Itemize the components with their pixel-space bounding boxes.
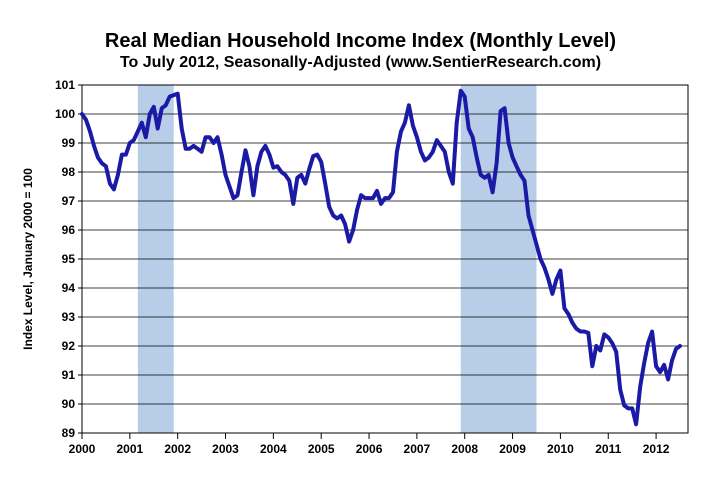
y-tick-label: 89 xyxy=(62,426,76,440)
y-tick-label: 100 xyxy=(55,107,75,121)
x-tick-label: 2006 xyxy=(356,442,383,456)
y-axis: 89 90 91 92 93 94 95 96 97 98 99 100 101 xyxy=(55,78,82,440)
y-tick-label: 96 xyxy=(62,223,76,237)
x-tick-label: 2011 xyxy=(595,442,621,456)
x-tick-label: 2007 xyxy=(404,442,431,456)
chart-title: Real Median Household Income Index (Mont… xyxy=(104,30,617,52)
x-tick-label: 2001 xyxy=(116,442,143,456)
x-axis: 2000 2001 2002 2003 2004 2005 2006 2007 2008 2009… xyxy=(69,433,670,456)
series-line xyxy=(80,88,682,427)
chart-subtitle: To July 2012, Seasonally-Adjusted (www.S… xyxy=(119,54,602,71)
y-tick-label: 94 xyxy=(62,281,76,295)
y-tick-label: 97 xyxy=(62,194,76,208)
x-tick-label: 2002 xyxy=(164,442,191,456)
x-tick-label: 2004 xyxy=(260,442,287,456)
x-tick-label: 2012 xyxy=(643,442,670,456)
y-axis-title: Index Level, January 2000 = 100 xyxy=(21,168,35,350)
x-tick-label: 2009 xyxy=(499,442,526,456)
y-tick-label: 92 xyxy=(62,339,76,353)
y-tick-label: 91 xyxy=(62,368,76,382)
x-tick-label: 2003 xyxy=(212,442,239,456)
x-tick-label: 2010 xyxy=(547,442,574,456)
y-tick-label: 99 xyxy=(62,136,76,150)
y-tick-label: 93 xyxy=(62,310,76,324)
y-tick-label: 101 xyxy=(55,78,75,92)
y-tick-label: 95 xyxy=(62,252,76,266)
x-tick-label: 2008 xyxy=(451,442,478,456)
x-tick-label: 2005 xyxy=(308,442,335,456)
y-tick-label: 98 xyxy=(62,165,76,179)
x-tick-label: 2000 xyxy=(69,442,96,456)
y-tick-label: 90 xyxy=(62,397,76,411)
